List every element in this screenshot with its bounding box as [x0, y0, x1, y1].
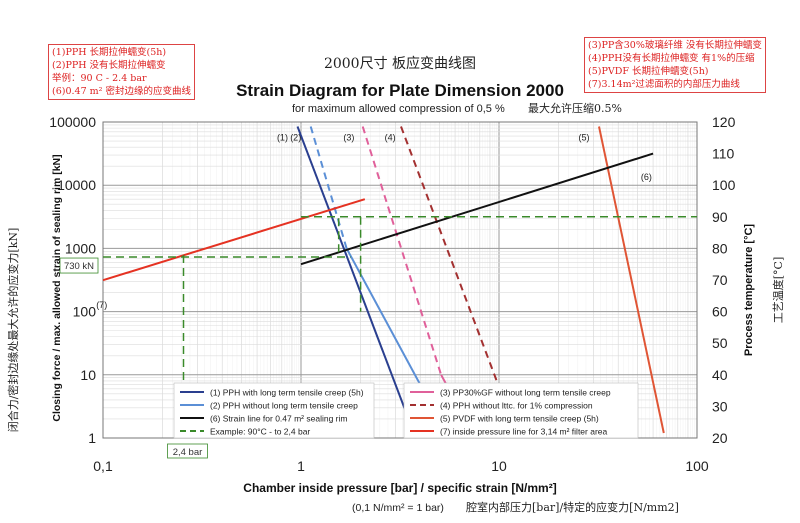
legend-entry: (6) Strain line for 0.47 m² sealing rim — [210, 414, 347, 424]
y-right-tick-label: 50 — [712, 335, 728, 351]
series-curve-label: (2) — [290, 132, 301, 142]
legend-entry: (5) PVDF with long term tensile creep (5… — [440, 414, 599, 424]
annotation-line: (6)0.47 m² 密封边缘的应变曲线 — [52, 86, 191, 97]
annotation-line: (3)PP含30%玻璃纤维 没有长期拉伸蠕变 — [588, 40, 762, 51]
x-axis-label: Chamber inside pressure [bar] / specific… — [243, 481, 556, 495]
legend-entry: (1) PPH with long term tensile creep (5h… — [210, 388, 364, 398]
annotation-line: (7)3.14m²过滤面积的内部压力曲线 — [588, 79, 740, 90]
y-axis-left-label-cn: 闭合力/密封边缘处最大允许的应变力[kN] — [6, 228, 20, 433]
chart-subtitle-cn: 最大允许压缩0.5% — [528, 101, 622, 115]
y-left-tick-label: 100000 — [49, 114, 96, 130]
series-curve-label: (3) — [343, 132, 354, 142]
example-pressure-label-box — [167, 443, 208, 459]
y-left-tick-label: 1000 — [65, 240, 96, 256]
chart-title-cn: 2000尺寸 板应变曲线图 — [324, 55, 476, 72]
y-right-tick-label: 120 — [712, 114, 736, 130]
y-left-tick-label: 100 — [73, 304, 97, 320]
annotation-line: (4)PPH没有长期拉伸蠕变 有1%的压缩 — [588, 53, 755, 64]
annotation-line: (2)PPH 没有长期拉伸蠕变 — [52, 60, 166, 71]
example-pressure-label: 2,4 bar — [173, 447, 203, 458]
y-left-tick-label: 1 — [88, 430, 96, 446]
x-tick-label: 10 — [491, 458, 507, 474]
series-curve-label: (5) — [578, 132, 589, 142]
y-left-tick-label: 10000 — [57, 177, 96, 193]
series-curve-label: (6) — [641, 172, 652, 182]
y-right-tick-label: 60 — [712, 304, 728, 320]
x-tick-label: 100 — [685, 458, 709, 474]
y-axis-left-label: Closing force / max. allowed strain of s… — [51, 154, 63, 421]
series-curve-label: (4) — [385, 132, 396, 142]
legend-entry: (2) PPH without long term tensile creep — [210, 401, 358, 411]
chart-subtitle: for maximum allowed compression of 0,5 % — [292, 103, 505, 115]
series-line-s1 — [296, 126, 417, 439]
legend-box-left — [173, 382, 375, 439]
y-right-tick-label: 40 — [712, 367, 728, 383]
y-right-tick-label: 110 — [712, 146, 735, 162]
x-axis-note: (0,1 N/mm² = 1 bar) — [352, 502, 444, 514]
series-curve-label: (7) — [96, 300, 107, 310]
annotation-line: 举例：90 C - 2.4 bar — [52, 73, 147, 84]
legend-entry: Example: 90°C - to 2,4 bar — [210, 427, 310, 437]
annotation-line: (5)PVDF 长期拉伸蠕变(5h) — [588, 66, 709, 77]
series-line-s5 — [598, 126, 665, 434]
legend-entry: (7) inside pressure line for 3,14 m² fil… — [440, 427, 608, 437]
legend-entry: (3) PP30%GF without long term tensile cr… — [440, 388, 611, 398]
example-force-label: 730 kN — [64, 261, 94, 272]
y-right-tick-label: 30 — [712, 398, 728, 414]
series-curve-label: (1) — [277, 132, 288, 142]
y-right-tick-label: 20 — [712, 430, 728, 446]
series-line-s3d — [361, 126, 443, 376]
x-tick-label: 0,1 — [93, 458, 113, 474]
y-right-tick-label: 100 — [712, 177, 736, 193]
y-axis-right-label: Process temperature [°C] — [743, 224, 755, 357]
legend-entry: (4) PPH without lttc. for 1% compression — [440, 401, 593, 411]
series-line-s2d — [309, 126, 348, 249]
y-right-tick-label: 70 — [712, 272, 728, 288]
example-force-label-box — [59, 257, 99, 274]
annotation-box-left: (1)PPH 长期拉伸蠕变(5h) (2)PPH 没有长期拉伸蠕变 举例：90 … — [48, 44, 195, 100]
y-axis-right-label-cn: 工艺温度[°C] — [771, 257, 785, 324]
x-tick-label: 1 — [297, 458, 305, 474]
chart-title: Strain Diagram for Plate Dimension 2000 — [236, 81, 564, 100]
y-right-tick-label: 80 — [712, 240, 728, 256]
y-right-tick-label: 90 — [712, 209, 728, 225]
series-line-s7 — [102, 198, 366, 282]
annotation-box-right: (3)PP含30%玻璃纤维 没有长期拉伸蠕变 (4)PPH没有长期拉伸蠕变 有1… — [584, 37, 766, 93]
series-line-s6 — [300, 152, 654, 266]
annotation-line: (1)PPH 长期拉伸蠕变(5h) — [52, 47, 167, 58]
legend-box-right — [403, 382, 639, 439]
y-left-tick-label: 10 — [80, 367, 96, 383]
x-axis-label-cn: 腔室内部压力[bar]/特定的应变力[N/mm2] — [466, 500, 679, 514]
